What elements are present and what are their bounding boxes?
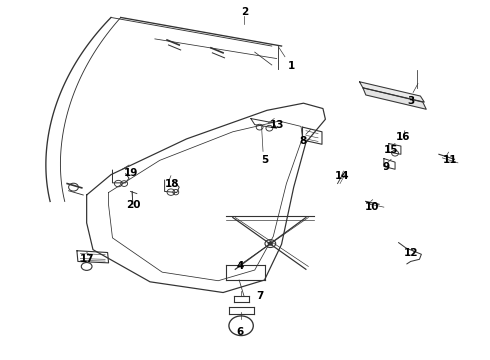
Polygon shape: [360, 82, 424, 102]
Text: 16: 16: [396, 132, 411, 142]
Text: 9: 9: [383, 162, 390, 172]
Text: 7: 7: [256, 291, 263, 301]
Text: 13: 13: [270, 120, 284, 130]
Text: 17: 17: [79, 253, 94, 264]
Text: 18: 18: [165, 179, 179, 189]
Text: 5: 5: [261, 156, 268, 165]
Polygon shape: [363, 88, 426, 109]
Text: 4: 4: [237, 261, 244, 271]
Text: 2: 2: [242, 7, 248, 17]
Text: 11: 11: [442, 156, 457, 165]
Text: 15: 15: [384, 145, 398, 155]
Text: 14: 14: [335, 171, 350, 181]
Text: 1: 1: [288, 61, 295, 71]
Text: 19: 19: [123, 168, 138, 178]
Text: 12: 12: [403, 248, 418, 258]
Ellipse shape: [268, 242, 273, 246]
Text: 6: 6: [237, 327, 244, 337]
Text: 3: 3: [407, 96, 414, 107]
Text: 8: 8: [300, 136, 307, 146]
Text: 10: 10: [365, 202, 379, 212]
Text: 20: 20: [126, 200, 140, 210]
